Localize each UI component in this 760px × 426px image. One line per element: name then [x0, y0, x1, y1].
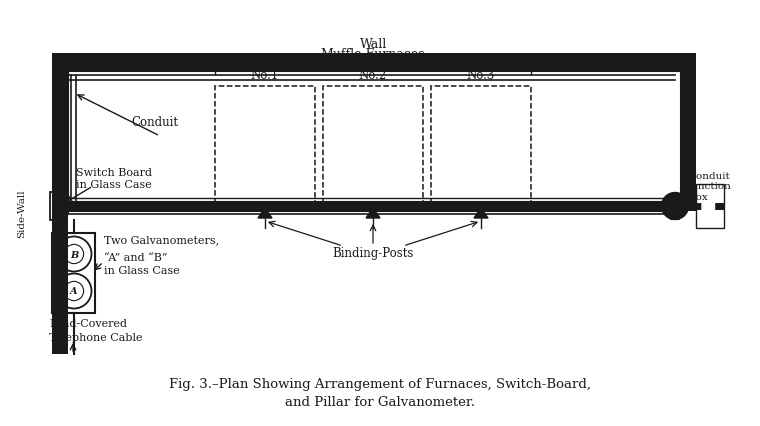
Text: Two Galvanometers,: Two Galvanometers, [103, 234, 219, 245]
Text: Muffle-Furnaces: Muffle-Furnaces [321, 48, 426, 61]
Bar [52, 233, 96, 313]
Text: Fig. 3.–Plan Showing Arrangement of Furnaces, Switch-Board,: Fig. 3.–Plan Showing Arrangement of Furn… [169, 377, 591, 391]
Bar [50, 193, 63, 221]
Text: No.3: No.3 [467, 69, 496, 82]
Bar [323, 87, 423, 204]
Text: Side-Wall: Side-Wall [17, 189, 27, 237]
Polygon shape [474, 208, 488, 219]
Bar [215, 87, 315, 204]
Text: Conduit
Junction
Box: Conduit Junction Box [688, 172, 732, 201]
Circle shape [661, 193, 689, 220]
Circle shape [477, 202, 485, 210]
Text: No.1: No.1 [251, 69, 279, 82]
Bar [696, 184, 724, 228]
Text: Binding-Posts: Binding-Posts [332, 246, 413, 259]
Circle shape [261, 202, 269, 210]
Text: and Pillar for Galvanometer.: and Pillar for Galvanometer. [285, 396, 475, 409]
Text: “A” and “B”: “A” and “B” [103, 253, 167, 262]
Text: A: A [70, 287, 78, 296]
Bar [68, 54, 680, 72]
Polygon shape [258, 208, 272, 219]
Text: No.2: No.2 [359, 69, 387, 82]
Text: Conduit: Conduit [131, 115, 179, 128]
Bar [680, 54, 696, 211]
Text: Wall: Wall [360, 38, 388, 51]
Bar [52, 54, 68, 354]
Bar [431, 87, 531, 204]
Text: Telephone Cable: Telephone Cable [49, 333, 143, 343]
Text: in Glass Case: in Glass Case [103, 265, 179, 275]
Text: Lead-Covered: Lead-Covered [49, 319, 127, 329]
Circle shape [369, 202, 377, 210]
Text: Switch Board
in Glass Case: Switch Board in Glass Case [76, 168, 152, 189]
Polygon shape [366, 208, 380, 219]
Text: B: B [70, 250, 78, 259]
